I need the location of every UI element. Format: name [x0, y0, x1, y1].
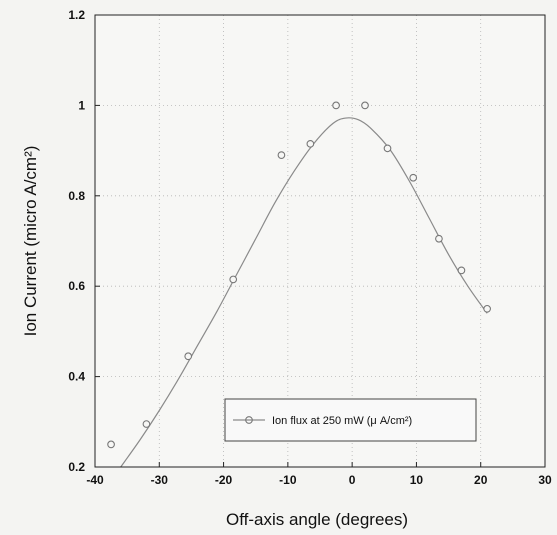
y-tick-label: 0.2 — [68, 460, 85, 474]
x-tick-label: 0 — [349, 473, 356, 487]
data-point — [184, 352, 193, 361]
x-tick-label: -30 — [151, 473, 169, 487]
y-tick-labels: 0.2 0.4 0.6 0.8 1 1.2 — [68, 8, 85, 474]
x-tick-label: 20 — [474, 473, 488, 487]
x-tick-label: -10 — [279, 473, 297, 487]
x-tick-label: 30 — [538, 473, 552, 487]
data-point — [107, 440, 115, 449]
data-point — [435, 234, 443, 243]
x-tick-label: 10 — [410, 473, 424, 487]
data-point — [409, 173, 418, 182]
plot-frame — [94, 14, 546, 468]
data-points — [107, 101, 491, 449]
legend-marker — [245, 416, 253, 424]
legend-label: Ion flux at 250 mW (μ A/cm²) — [272, 415, 412, 427]
y-axis-title: Ion Current (micro A/cm²) — [21, 146, 40, 337]
data-point — [306, 139, 315, 148]
x-tick-label: -20 — [215, 473, 233, 487]
ticks — [94, 14, 546, 468]
legend-box — [224, 398, 477, 442]
data-point — [483, 304, 491, 313]
x-tick-label: -40 — [86, 473, 104, 487]
legend: Ion flux at 250 mW (μ A/cm²) — [224, 398, 477, 442]
y-tick-label: 0.6 — [68, 279, 85, 293]
plot-background — [95, 15, 545, 467]
y-tick-label: 1 — [78, 98, 85, 112]
data-point — [332, 101, 340, 110]
data-point — [142, 420, 151, 428]
data-point — [229, 275, 238, 284]
y-tick-label: 0.8 — [68, 189, 85, 203]
y-tick-label: 1.2 — [68, 8, 85, 22]
data-point — [457, 266, 466, 275]
x-axis-title: Off-axis angle (degrees) — [226, 510, 408, 529]
data-point — [277, 151, 286, 159]
grid — [95, 15, 545, 467]
data-point — [383, 144, 392, 153]
x-tick-labels: -40 -30 -20 -10 0 10 20 30 — [86, 473, 552, 487]
y-tick-label: 0.4 — [68, 370, 85, 384]
data-point — [361, 101, 369, 110]
